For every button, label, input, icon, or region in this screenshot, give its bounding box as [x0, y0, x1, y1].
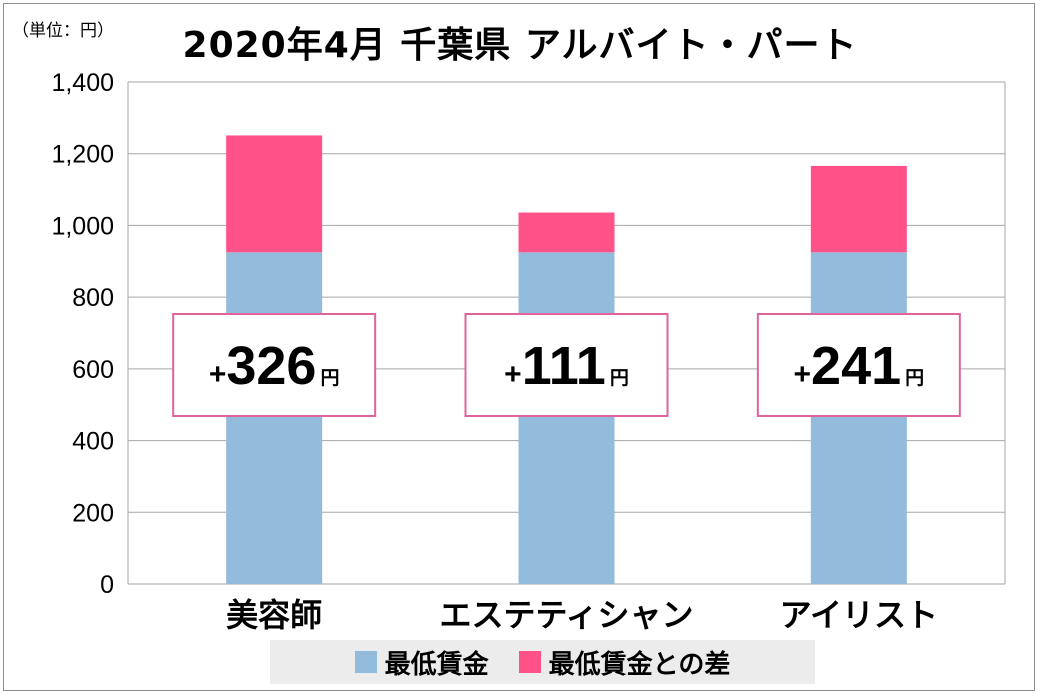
category-label: アイリスト	[780, 596, 938, 634]
legend-swatch-base	[354, 651, 377, 673]
diff-annotation-box	[756, 313, 961, 417]
legend-swatch-diff	[518, 651, 541, 673]
y-tick-label: 1,200	[51, 141, 114, 169]
bar-base-1	[226, 252, 323, 585]
bar-diff-1	[226, 135, 323, 253]
legend-label-diff: 最低賃金との差	[548, 649, 731, 680]
diff-annotation-text: +241 円	[794, 336, 925, 396]
bar-diff-3	[810, 165, 907, 253]
diff-annotation-text: +111 円	[504, 336, 629, 396]
y-tick-label: 200	[72, 499, 114, 527]
y-tick-label: 400	[72, 428, 114, 456]
chart-title: 2020年4月 千葉県 アルバイト・パート	[182, 25, 858, 66]
y-tick-label: 1,400	[51, 69, 114, 97]
legend-label-base: 最低賃金	[384, 649, 489, 680]
diff-annotation-text: +326 円	[209, 336, 340, 396]
legend-item-diff: 最低賃金との差	[518, 644, 731, 681]
bar-base-2	[518, 252, 615, 585]
category-label: エステティシャン	[439, 596, 693, 634]
diff-annotation-box	[172, 313, 377, 417]
y-tick-label: 1,000	[51, 212, 114, 240]
legend: 最低賃金 最低賃金との差	[270, 640, 815, 684]
diff-annotation-box	[464, 313, 669, 417]
y-tick-label: 600	[72, 356, 114, 384]
legend-item-base: 最低賃金	[354, 644, 489, 681]
bar-base-3	[810, 252, 907, 585]
bar-diff-2	[518, 212, 615, 253]
y-tick-label: 0	[100, 571, 114, 599]
category-label: 美容師	[226, 596, 322, 634]
unit-label: （単位：円）	[12, 21, 114, 41]
chart-frame	[3, 3, 1035, 691]
y-tick-label: 800	[72, 284, 114, 312]
